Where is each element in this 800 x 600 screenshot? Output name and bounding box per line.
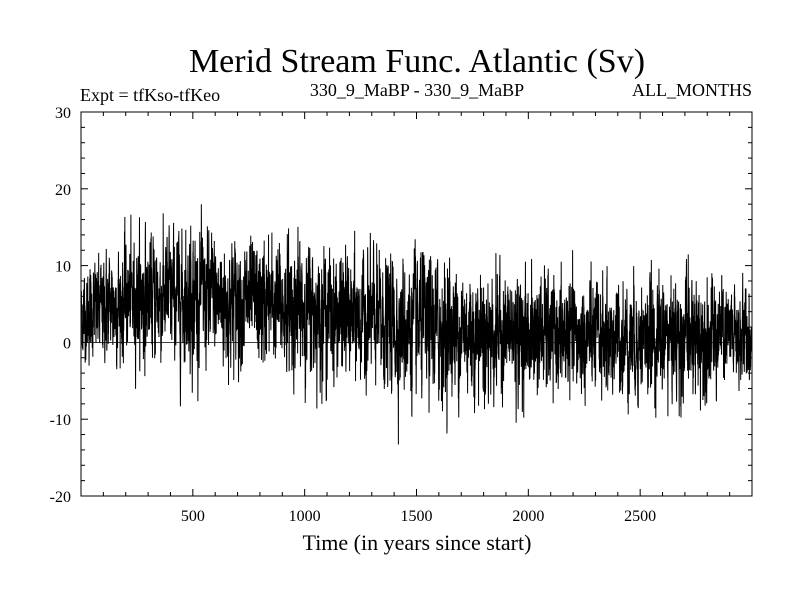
y-tick-label: 30 <box>55 105 71 122</box>
data-layer <box>81 204 752 445</box>
y-tick-label: 0 <box>63 335 71 352</box>
x-tick-label: 2000 <box>512 508 544 525</box>
x-tick-label: 1500 <box>401 508 433 525</box>
axis-layer: -20 -10 0 10 20 30 500 1000 1500 2000 2500 <box>50 105 752 525</box>
plot-frame <box>80 111 753 497</box>
experiment-label: Expt = tfKso-tfKeo <box>80 85 220 105</box>
months-label: ALL_MONTHS <box>632 80 752 100</box>
y-tick-label: -10 <box>50 412 71 429</box>
x-tick-label: 500 <box>181 508 205 525</box>
y-tick-label: 20 <box>55 182 71 199</box>
chart-title: Merid Stream Func. Atlantic (Sv) <box>189 43 645 80</box>
x-tick-label: 1000 <box>289 508 321 525</box>
y-tick-label: -20 <box>50 489 71 506</box>
x-axis-label: Time (in years since start) <box>303 530 532 555</box>
period-label: 330_9_MaBP - 330_9_MaBP <box>310 80 524 100</box>
y-tick-label: 10 <box>55 259 71 276</box>
x-tick-label: 2500 <box>624 508 656 525</box>
series-line <box>81 204 752 445</box>
